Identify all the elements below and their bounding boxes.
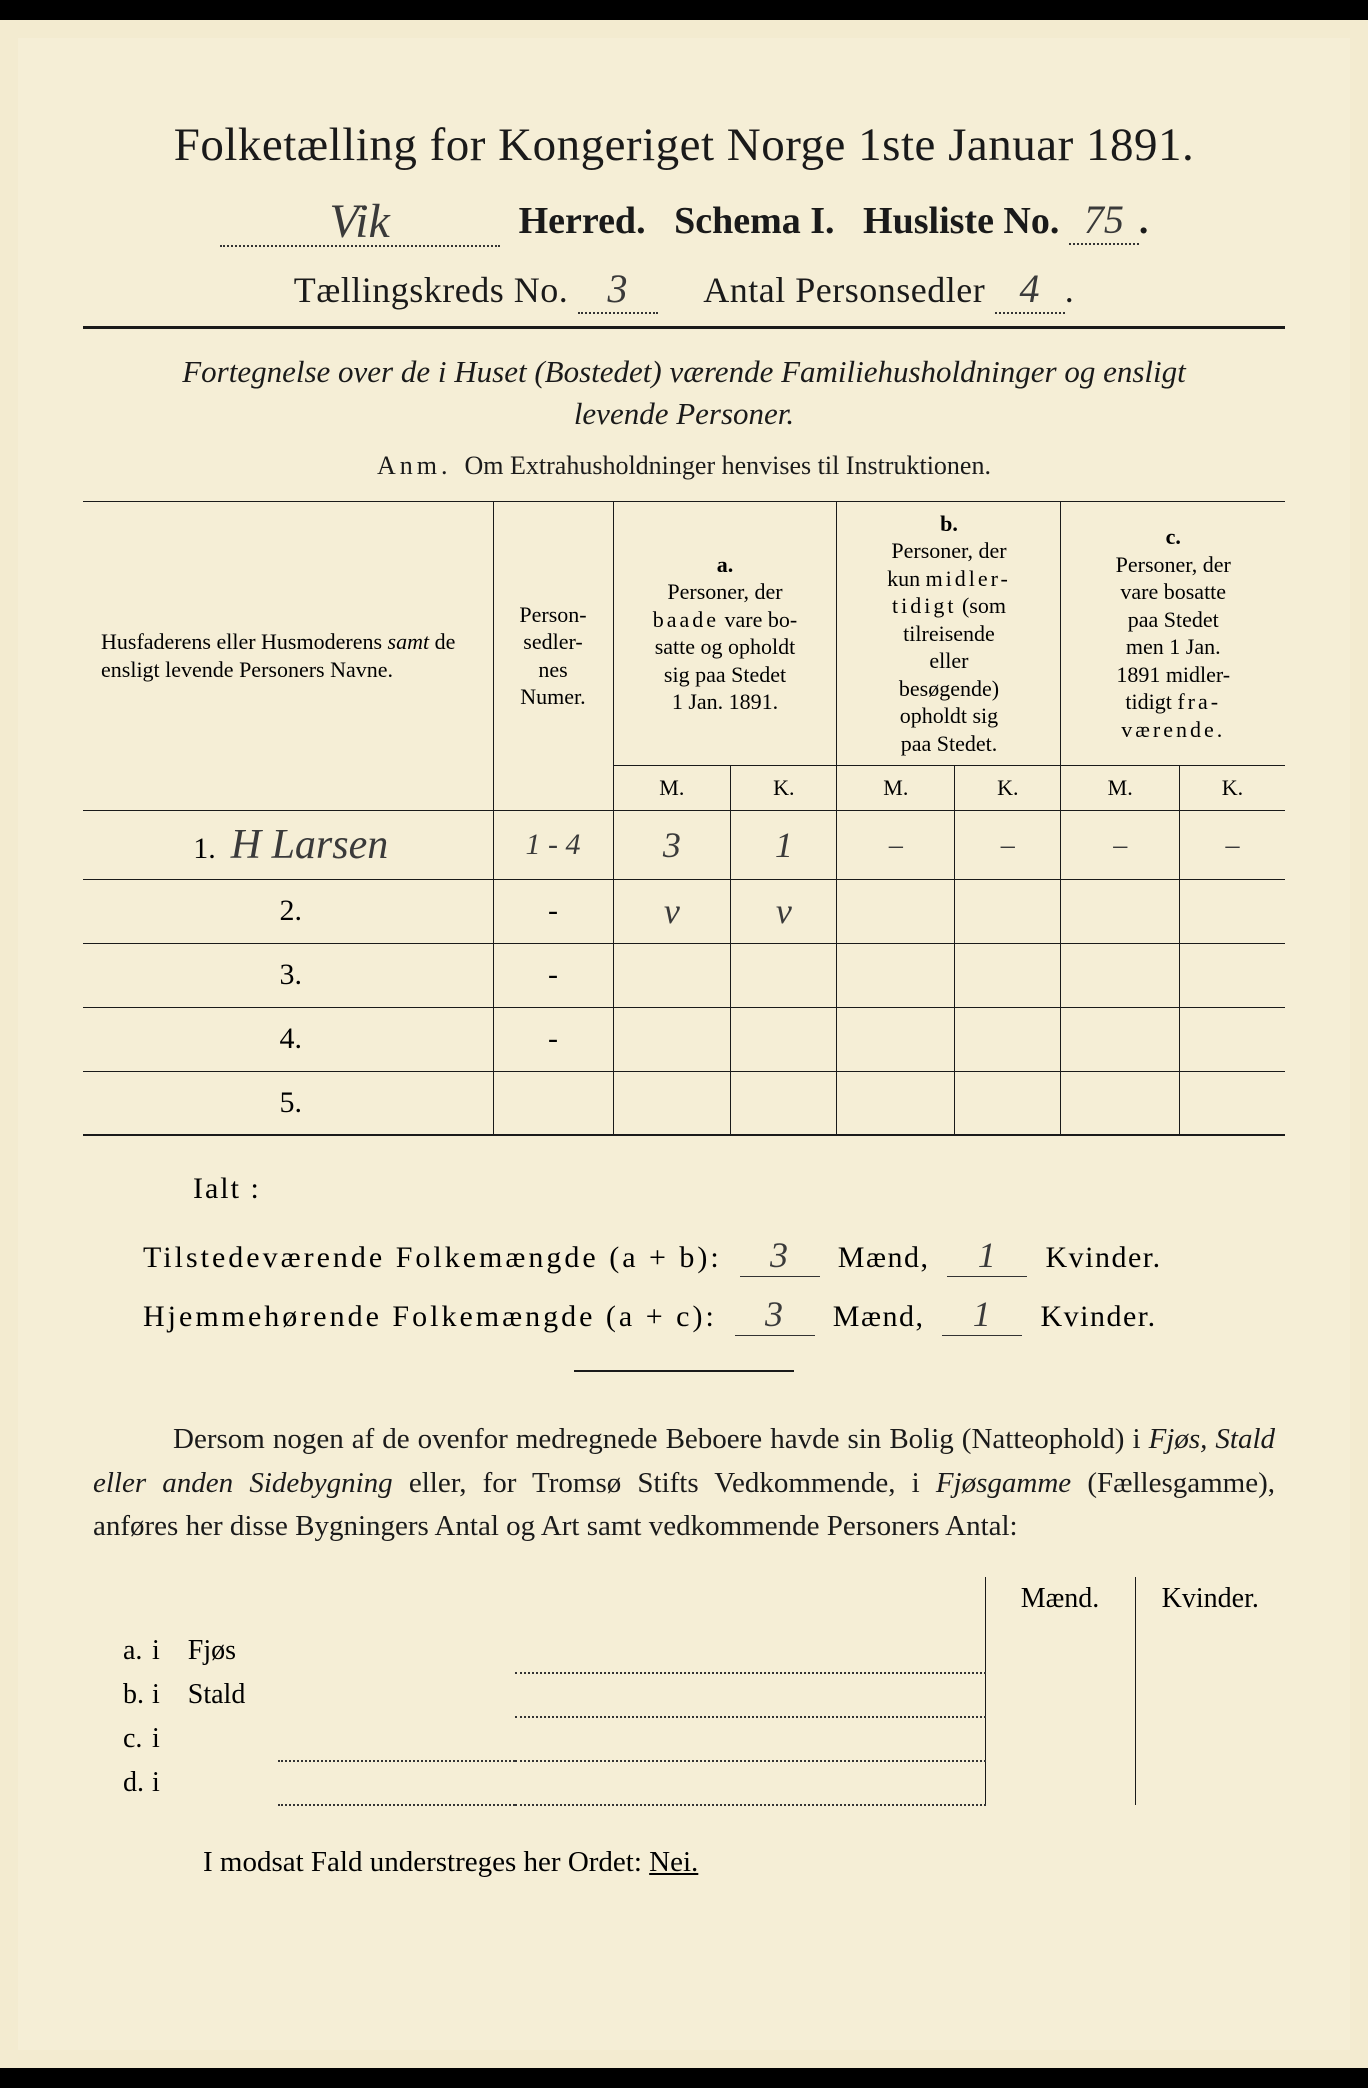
kreds-label: Tællingskreds No. [294, 270, 569, 310]
row-1-label: 1. H Larsen [83, 810, 493, 879]
nei-line: I modsat Fald understreges her Ordet: Ne… [203, 1846, 1285, 1879]
hjem-k-field: 1 [942, 1293, 1022, 1336]
herred-field: Vik [220, 190, 500, 247]
row-1-numer: 1 - 4 [493, 810, 613, 879]
antal-value: 4 [1019, 266, 1040, 311]
row-4-label: 4. [83, 1007, 493, 1071]
anm-text: Om Extrahusholdninger henvises til Instr… [465, 451, 991, 480]
summary-hjem: Hjemmehørende Folkemængde (a + c): 3 Mæn… [143, 1293, 1285, 1336]
row-1-b-k: – [955, 810, 1061, 879]
table-row: 3. - [83, 943, 1285, 1007]
col-a-header: a. Personer, derbaade vare bo-satte og o… [613, 501, 837, 766]
table-row: 4. - [83, 1007, 1285, 1071]
bottom-paragraph: Dersom nogen af de ovenfor medregnede Be… [93, 1418, 1275, 1549]
col-c-header: c. Personer, dervare bosattepaa Stedetme… [1061, 501, 1285, 766]
row-2-a-m: v [613, 879, 731, 943]
row-1-c-k: – [1179, 810, 1285, 879]
fortegnelse-heading: Fortegnelse over de i Huset (Bostedet) v… [83, 351, 1285, 435]
building-row: c. i [83, 1717, 1285, 1761]
antal-label: Antal Personsedler [703, 270, 985, 310]
row-2-numer: - [493, 879, 613, 943]
col-numer-header: Person-sedler-nesNumer. [493, 501, 613, 810]
col-name-header: Husfaderens eller Husmode­rens samt de e… [83, 501, 493, 810]
summary-tilst: Tilstedeværende Folkemængde (a + b): 3 M… [143, 1234, 1285, 1277]
col-c-k: K. [1179, 766, 1285, 811]
table-row: 1. H Larsen 1 - 4 3 1 – – – – [83, 810, 1285, 879]
tilst-m-field: 3 [740, 1234, 820, 1277]
building-table: Mænd. Kvinder. a. i Fjøs b. i Stald [83, 1577, 1285, 1806]
col-b-header: b. Personer, derkun midler-tidigt (somti… [837, 501, 1061, 766]
row-2-label: 2. [83, 879, 493, 943]
row-4-numer: - [493, 1007, 613, 1071]
page-title: Folketælling for Kongeriget Norge 1ste J… [83, 118, 1285, 172]
scan-frame: Folketælling for Kongeriget Norge 1ste J… [0, 20, 1368, 2068]
herred-label: Herred. [519, 200, 646, 242]
kreds-value: 3 [608, 266, 629, 311]
row-1-c-m: – [1061, 810, 1179, 879]
herred-value: Vik [329, 195, 389, 248]
col-c-m: M. [1061, 766, 1179, 811]
row-3-label: 3. [83, 943, 493, 1007]
row-5-label: 5. [83, 1071, 493, 1135]
document-sheet: Folketælling for Kongeriget Norge 1ste J… [18, 38, 1350, 2050]
bt-maend-header: Mænd. [985, 1577, 1135, 1629]
row-2-a-k: v [731, 879, 837, 943]
row-1-a-m: 3 [613, 810, 731, 879]
header-line-2: Vik Herred. Schema I. Husliste No. 75 . [83, 190, 1285, 247]
husliste-field: 75 [1069, 196, 1139, 245]
row-1-a-k: 1 [731, 810, 837, 879]
building-row: d. i [83, 1761, 1285, 1805]
col-b-m: M. [837, 766, 955, 811]
row-3-numer: - [493, 943, 613, 1007]
divider-1 [83, 326, 1285, 329]
husliste-label: Husliste No. [863, 200, 1059, 242]
building-row: a. i Fjøs [83, 1629, 1285, 1673]
kreds-field: 3 [578, 265, 658, 314]
table-row: 5. [83, 1071, 1285, 1135]
nei-word: Nei. [649, 1846, 698, 1878]
schema-label: Schema I. [674, 200, 834, 242]
husliste-value: 75 [1084, 197, 1124, 242]
bt-kvinder-header: Kvinder. [1135, 1577, 1285, 1629]
household-table: Husfaderens eller Husmode­rens samt de e… [83, 501, 1285, 1137]
anm-prefix: Anm. [377, 451, 452, 480]
building-row: b. i Stald [83, 1673, 1285, 1717]
row-1-name: H Larsen [231, 822, 389, 868]
header-line-3: Tællingskreds No. 3 Antal Personsedler 4… [83, 265, 1285, 314]
col-a-m: M. [613, 766, 731, 811]
hjem-m-field: 3 [735, 1293, 815, 1336]
col-a-k: K. [731, 766, 837, 811]
col-b-k: K. [955, 766, 1061, 811]
antal-field: 4 [995, 265, 1065, 314]
anm-note: Anm. Om Extrahusholdninger henvises til … [83, 451, 1285, 481]
tilst-k-field: 1 [947, 1234, 1027, 1277]
ialt-label: Ialt : [193, 1172, 1285, 1206]
row-1-b-m: – [837, 810, 955, 879]
divider-2 [574, 1370, 794, 1372]
table-row: 2. - v v [83, 879, 1285, 943]
row-5-numer [493, 1071, 613, 1135]
